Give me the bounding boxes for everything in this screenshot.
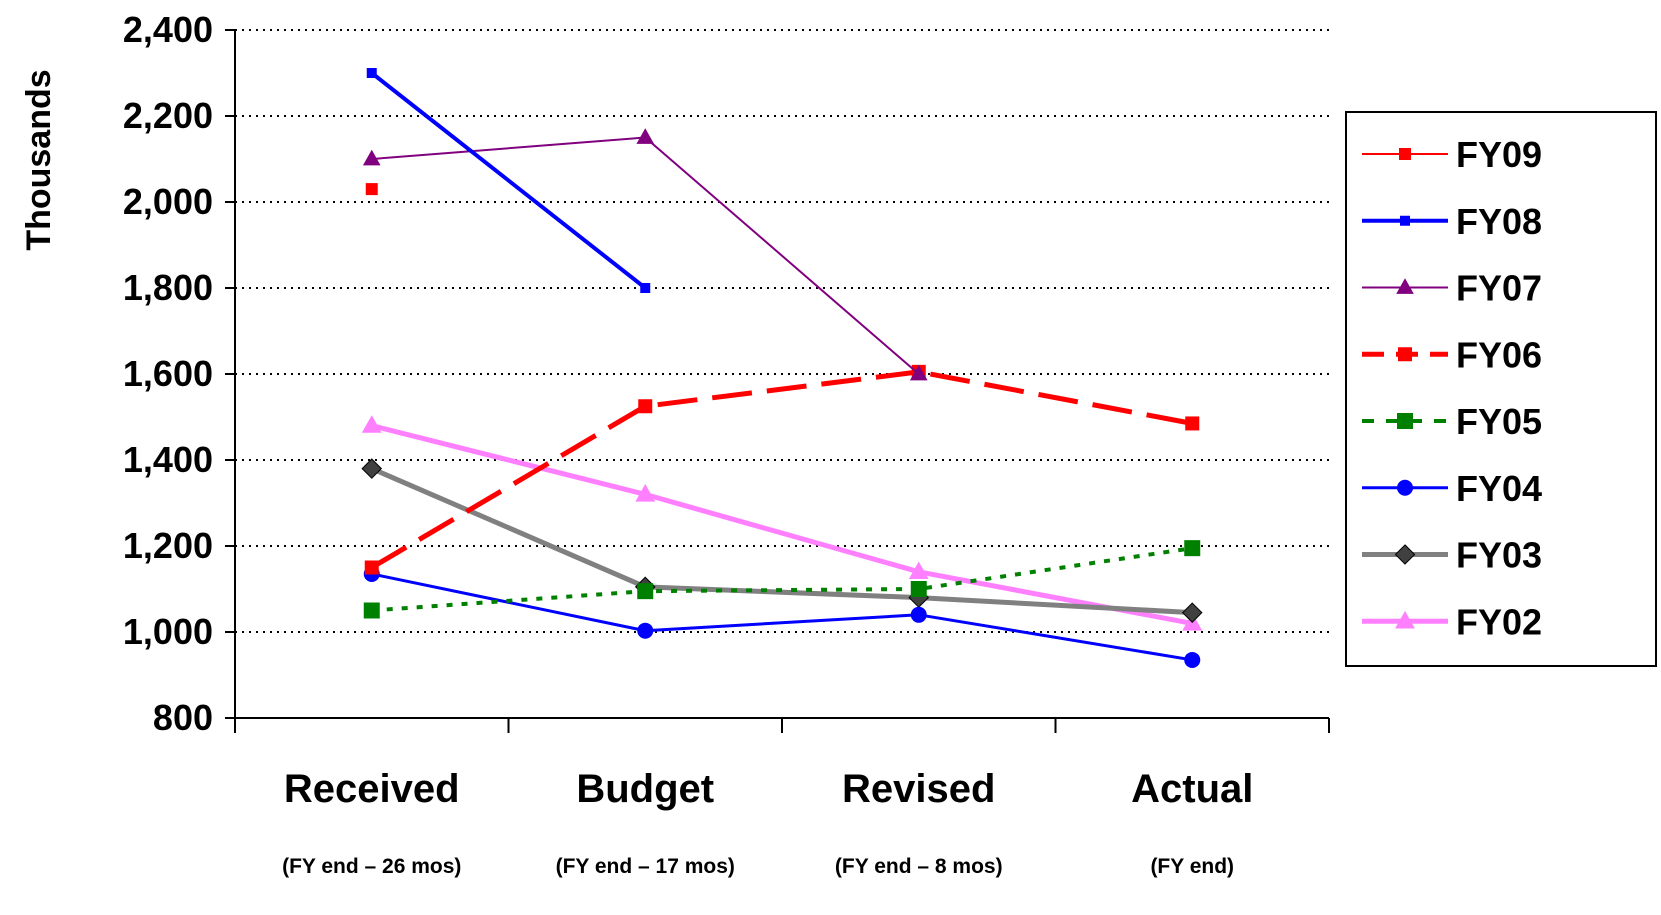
data-point-fy02 xyxy=(361,415,382,433)
series-line-fy06 xyxy=(370,369,1193,570)
legend-marker xyxy=(1397,413,1413,429)
legend-item: FY07 xyxy=(1362,268,1542,309)
legend: FY09 FY08 FY07 FY06 FY05 FY04 FY03 FY02 xyxy=(1345,111,1657,667)
data-point-fy06 xyxy=(638,399,653,414)
gridlines xyxy=(235,29,1329,633)
legend-marker xyxy=(1399,148,1411,160)
y-tick-label: 800 xyxy=(153,697,213,738)
y-tick-label: 2,000 xyxy=(123,181,213,222)
legend-item: FY06 xyxy=(1362,334,1542,375)
series-fy03 xyxy=(361,458,1203,623)
data-point-fy06 xyxy=(364,560,379,575)
data-point-fy03 xyxy=(1181,602,1203,623)
data-point-fy05 xyxy=(637,583,654,600)
y-axis-label: Thousands xyxy=(20,69,58,250)
legend-label: FY08 xyxy=(1456,201,1542,242)
series-line-fy07 xyxy=(371,136,920,375)
data-point-fy04 xyxy=(637,622,654,639)
x-category-label: Received xyxy=(284,767,460,811)
data-point-fy04 xyxy=(1184,651,1201,668)
data-point-fy02 xyxy=(635,484,656,502)
series-fy08 xyxy=(366,68,651,293)
legend-label: FY05 xyxy=(1456,401,1542,442)
y-tick-label: 1,800 xyxy=(123,267,213,308)
legend-item: FY05 xyxy=(1362,401,1542,442)
x-category-label: Revised xyxy=(842,767,995,811)
x-category-sublabel: (FY end) xyxy=(1150,855,1234,878)
y-tick-label: 2,400 xyxy=(123,9,213,50)
legend-label: FY03 xyxy=(1456,535,1542,576)
axes xyxy=(225,29,1330,733)
legend-label: FY02 xyxy=(1456,601,1542,642)
series-line-fy08 xyxy=(370,71,647,290)
series-line-fy04 xyxy=(371,572,1193,662)
series-lines xyxy=(361,68,1203,668)
x-category-sublabel: (FY end – 17 mos) xyxy=(556,855,735,878)
legend-marker xyxy=(1397,479,1413,496)
series-fy07 xyxy=(362,128,928,381)
legend-item: FY04 xyxy=(1362,468,1542,509)
legend-label: FY06 xyxy=(1456,334,1542,375)
series-fy02 xyxy=(361,415,1203,631)
data-point-fy02 xyxy=(908,561,929,579)
legend-item: FY03 xyxy=(1362,535,1542,576)
data-point-fy07 xyxy=(362,149,381,166)
series-line-fy02 xyxy=(371,423,1193,626)
legend-box xyxy=(1345,111,1657,667)
data-point-fy03 xyxy=(361,458,383,479)
series-fy09 xyxy=(365,183,378,196)
x-category-sublabel: (FY end – 8 mos) xyxy=(835,855,1003,878)
legend-marker xyxy=(1396,278,1414,294)
legend-item: FY08 xyxy=(1362,201,1542,242)
data-point-fy05 xyxy=(1184,540,1201,557)
legend-label: FY09 xyxy=(1456,134,1542,175)
series-fy04 xyxy=(363,565,1201,668)
legend-item: FY02 xyxy=(1362,601,1542,642)
x-category-labels: Received (FY end – 26 mos) Budget (FY end –… xyxy=(282,767,1253,878)
y-tick-label: 1,400 xyxy=(123,439,213,480)
series-fy05 xyxy=(363,540,1201,619)
legend-label: FY04 xyxy=(1456,468,1542,509)
x-category-label: Actual xyxy=(1131,767,1253,811)
y-tick-label: 1,000 xyxy=(123,611,213,652)
legend-marker xyxy=(1394,544,1416,565)
legend-marker xyxy=(1398,347,1412,362)
x-category-sublabel: (FY end – 26 mos) xyxy=(282,855,461,878)
data-point-fy07 xyxy=(636,128,655,144)
y-tick-label: 1,200 xyxy=(123,525,213,566)
data-point-fy04 xyxy=(910,606,927,623)
data-point-fy06 xyxy=(1185,416,1200,431)
data-point-fy08 xyxy=(640,283,651,293)
series-line-fy05 xyxy=(371,546,1193,613)
x-category-label: Budget xyxy=(576,767,714,811)
series-fy06 xyxy=(364,364,1200,575)
data-point-fy09 xyxy=(365,183,378,196)
series-line-fy03 xyxy=(370,466,1193,616)
y-tick-labels: 800 1,000 1,200 1,400 1,600 1,800 2,000 2,200 2,… xyxy=(123,9,213,738)
legend-item: FY09 xyxy=(1362,134,1542,175)
legend-marker xyxy=(1395,610,1415,629)
legend-label: FY07 xyxy=(1456,268,1542,309)
legend-marker xyxy=(1400,215,1410,226)
data-point-fy05 xyxy=(363,602,380,619)
y-tick-label: 2,200 xyxy=(123,95,213,136)
y-tick-label: 1,600 xyxy=(123,353,213,394)
data-point-fy07 xyxy=(909,364,928,381)
data-point-fy08 xyxy=(366,68,377,78)
data-point-fy05 xyxy=(910,581,927,597)
